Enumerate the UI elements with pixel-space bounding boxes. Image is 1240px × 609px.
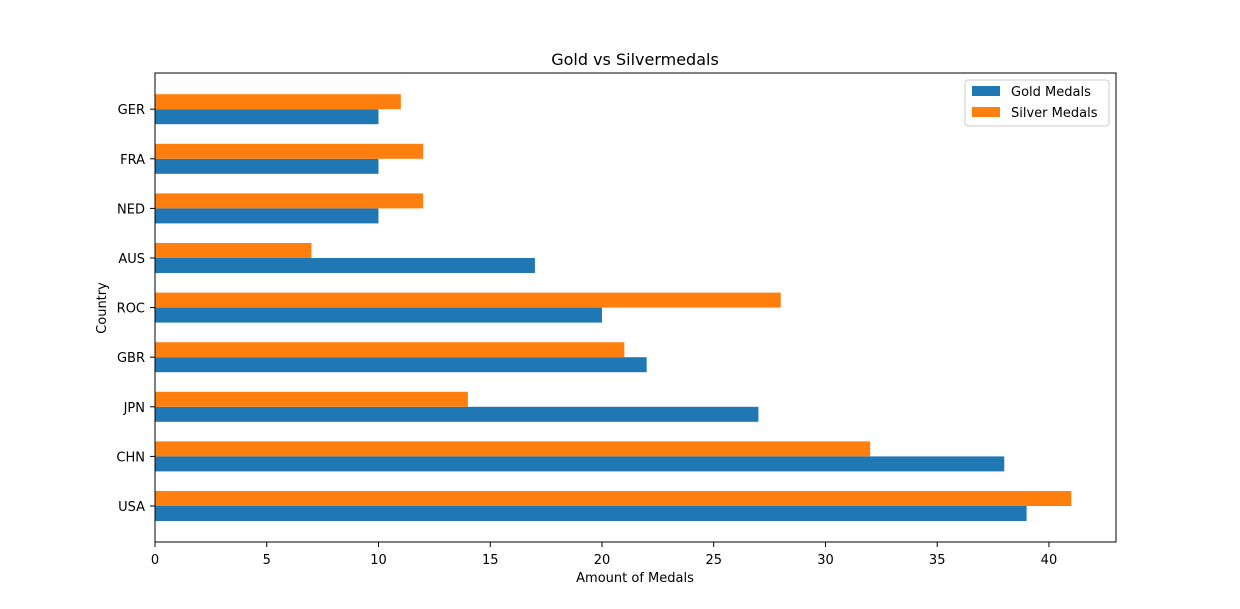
- y-tick-label-fra: FRA: [120, 153, 145, 168]
- bar-gold-ger: [155, 109, 379, 125]
- x-tick-label: 35: [929, 553, 946, 568]
- y-tick-label-ned: NED: [117, 202, 145, 217]
- bar-gold-gbr: [155, 357, 647, 373]
- y-tick-label-gbr: GBR: [117, 351, 145, 366]
- x-tick-label: 20: [594, 553, 611, 568]
- bar-gold-fra: [155, 158, 379, 174]
- x-tick-label: 5: [263, 553, 271, 568]
- bar-silver-jpn: [155, 391, 468, 407]
- bar-silver-gbr: [155, 342, 625, 358]
- legend-label-gold: Gold Medals: [1011, 85, 1091, 100]
- y-tick-label-aus: AUS: [118, 252, 145, 267]
- bar-gold-chn: [155, 456, 1005, 472]
- x-tick-label: 15: [482, 553, 499, 568]
- bar-silver-usa: [155, 491, 1072, 506]
- chart-title: Gold vs Silvermedals: [551, 50, 719, 69]
- bar-silver-ger: [155, 94, 401, 110]
- x-axis-label: Amount of Medals: [576, 571, 694, 586]
- bar-silver-fra: [155, 143, 424, 159]
- bar-gold-aus: [155, 258, 535, 273]
- legend-swatch-silver: [972, 107, 1000, 117]
- bar-gold-usa: [155, 506, 1027, 521]
- bar-silver-ned: [155, 193, 424, 209]
- bar-silver-roc: [155, 292, 781, 308]
- y-tick-label-usa: USA: [118, 500, 145, 515]
- y-tick-label-roc: ROC: [117, 302, 145, 317]
- x-tick-label: 25: [705, 553, 722, 568]
- y-tick-label-ger: GER: [118, 103, 145, 118]
- legend: Gold Medals Silver Medals: [964, 79, 1110, 127]
- x-tick-label: 0: [151, 553, 159, 568]
- bar-gold-roc: [155, 307, 602, 323]
- x-tick-label: 40: [1041, 553, 1058, 568]
- y-tick-label-jpn: JPN: [123, 401, 145, 416]
- x-axis-ticks: 0 5 10 15 20 25 30 35 40: [151, 542, 1057, 568]
- y-axis-ticks: USA CHN JPN GBR ROC AUS NED FRA GER: [116, 103, 155, 515]
- x-tick-label: 30: [817, 553, 834, 568]
- bars-layer: [155, 94, 1072, 521]
- bar-gold-jpn: [155, 406, 759, 422]
- bar-gold-ned: [155, 208, 379, 224]
- legend-box: [964, 79, 1110, 127]
- x-tick-label: 10: [370, 553, 387, 568]
- y-axis-label: Country: [95, 282, 110, 334]
- bar-silver-chn: [155, 441, 871, 457]
- y-tick-label-chn: CHN: [116, 450, 145, 465]
- legend-swatch-gold: [972, 86, 1000, 96]
- legend-label-silver: Silver Medals: [1011, 106, 1098, 121]
- bar-silver-aus: [155, 243, 312, 258]
